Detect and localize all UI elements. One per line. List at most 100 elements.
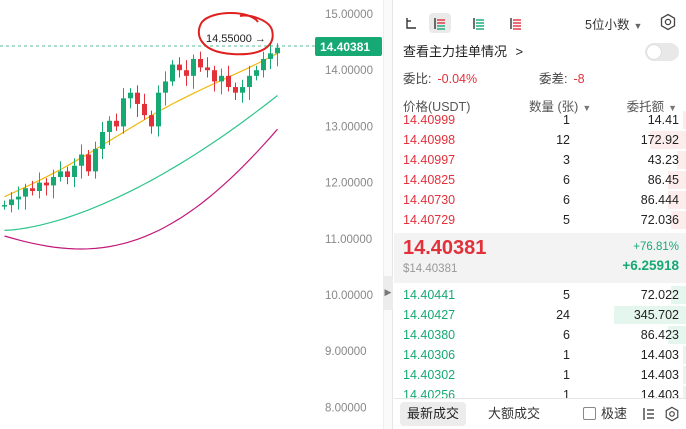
bid-qty: 1 — [563, 348, 570, 362]
toggle-knob — [647, 45, 661, 59]
ask-row[interactable]: 14.40729 5 72.036 — [394, 210, 686, 230]
quantity-header-text: 数量 (张) — [529, 100, 579, 114]
red-circle-annotation — [197, 12, 274, 56]
max-price-label: 14.55000 → — [206, 33, 266, 45]
bid-total: 14.403 — [640, 368, 679, 382]
bid-row[interactable]: 14.40380 6 86.423 — [394, 325, 686, 345]
bid-ask-ratio-row: 委比: -0.04% 委差: -8 — [403, 68, 679, 86]
order-book-both-icon[interactable] — [400, 13, 422, 33]
total-header-text: 委托额 — [626, 100, 665, 114]
depth-bar — [683, 346, 686, 364]
ask-qty: 3 — [563, 153, 570, 167]
tab-latest-trades[interactable]: 最新成交 — [400, 402, 467, 426]
bid-row[interactable]: 14.40427 24 345.702 — [394, 305, 686, 325]
tab-large-trades[interactable]: 大额成交 — [488, 406, 541, 421]
ask-row[interactable]: 14.40999 1 14.41 — [394, 110, 686, 130]
candle-body — [226, 75, 231, 88]
candle-body — [2, 205, 7, 207]
bid-qty: 1 — [563, 388, 570, 402]
bid-qty: 24 — [556, 308, 570, 322]
ask-row[interactable]: 14.40997 3 43.23 — [394, 150, 686, 170]
whale-orders-row[interactable]: 查看主力挂单情况 > — [403, 41, 679, 63]
ask-total: 172.92 — [640, 133, 679, 147]
candle-body — [30, 188, 35, 192]
decimal-precision-select[interactable]: 5位小数 ▼ — [585, 14, 642, 33]
last-price: 14.40381 — [403, 237, 487, 259]
candle-body — [240, 87, 245, 93]
ask-row[interactable]: 14.40730 6 86.444 — [394, 190, 686, 210]
ask-qty: 1 — [563, 113, 570, 127]
ask-row[interactable]: 14.40825 6 86.45 — [394, 170, 686, 190]
order-book-panel: 5位小数 ▼ 查看主力挂单情况 > 委比: -0.04% 委差: -8 价格(USDT… — [394, 0, 686, 429]
bid-row[interactable]: 14.40302 1 14.403 — [394, 365, 686, 385]
candle-body — [247, 75, 252, 88]
candle-body — [65, 171, 70, 177]
bid-qty: 6 — [563, 328, 570, 342]
kline-chart-canvas[interactable]: 15.00000 14.00000 13.00000 12.00000 11.00000… — [0, 0, 383, 429]
candlesticks — [2, 43, 280, 213]
bid-qty: 5 — [563, 288, 570, 302]
bid-row[interactable]: 14.40441 5 72.022 — [394, 285, 686, 305]
candle-body — [72, 165, 77, 177]
depth-bar — [614, 306, 686, 324]
order-book-toolbar: 5位小数 ▼ — [394, 9, 686, 37]
total-column-header[interactable]: 委托额 ▼ — [627, 96, 677, 115]
ask-qty: 5 — [563, 213, 570, 227]
candle-body — [121, 98, 126, 127]
hexagon-gear-icon[interactable] — [664, 406, 680, 422]
bid-price: 14.40441 — [403, 288, 456, 302]
quantity-column-header[interactable]: 数量 (张) ▼ — [529, 96, 591, 115]
kline-chart[interactable]: 15.00000 14.00000 13.00000 12.00000 11.00000… — [0, 0, 383, 429]
candle-body — [142, 103, 147, 116]
whale-orders-toggle[interactable] — [645, 43, 679, 61]
ask-row[interactable]: 14.40998 12 172.92 — [394, 130, 686, 150]
price-column-header: 价格(USDT) — [403, 100, 471, 114]
moving-average-lines — [4, 52, 278, 250]
y-axis-tick: 8.00000 — [325, 402, 367, 414]
ask-price: 14.40730 — [403, 193, 456, 207]
y-axis-tick: 14.00000 — [325, 65, 373, 77]
collapse-panel-handle[interactable]: ▶ — [383, 276, 393, 310]
order-book-bids-icon[interactable] — [468, 13, 490, 33]
candle-body — [16, 196, 21, 200]
last-price-box: 14.40381 $14.40381 +76.81% +6.25918 — [394, 233, 686, 283]
ask-price: 14.40998 — [403, 133, 456, 147]
bid-total: 14.403 — [640, 348, 679, 362]
decimal-precision-value: 5位小数 — [585, 18, 630, 32]
depth-bar — [671, 286, 686, 304]
caret-down-icon: ▼ — [582, 103, 592, 113]
ratio-label: 委比: — [403, 72, 432, 86]
candle-body — [149, 115, 154, 127]
ask-qty: 6 — [563, 173, 570, 187]
bid-qty: 1 — [563, 368, 570, 382]
order-book-combined-icon[interactable] — [429, 13, 451, 33]
y-axis-tick: 10.00000 — [325, 290, 373, 302]
ask-total: 72.036 — [640, 213, 679, 227]
hexagon-gear-icon[interactable] — [659, 13, 679, 33]
panel-divider — [383, 0, 393, 429]
depth-bar — [683, 386, 686, 404]
order-book-asks-icon[interactable] — [505, 13, 527, 33]
y-axis-tick: 15.00000 — [325, 9, 373, 21]
depth-bar — [668, 191, 686, 209]
candle-body — [268, 53, 273, 59]
candle-body — [163, 81, 168, 93]
candle-body — [44, 182, 49, 186]
speed-mode-checkbox[interactable] — [583, 407, 596, 420]
whale-orders-label: 查看主力挂单情况 — [403, 44, 508, 59]
candle-body — [184, 70, 189, 76]
ask-price: 14.40997 — [403, 153, 456, 167]
chevron-right-icon: ▶ — [384, 288, 392, 298]
candle-body — [261, 58, 266, 71]
candle-body — [86, 154, 91, 172]
ma-short-line — [4, 52, 278, 198]
candle-body — [177, 64, 182, 71]
current-price-tag-text: 14.40381 — [320, 40, 370, 54]
candle-body — [79, 154, 84, 166]
bid-row[interactable]: 14.40306 1 14.403 — [394, 345, 686, 365]
order-layout-icon[interactable] — [641, 406, 657, 422]
bid-price: 14.40380 — [403, 328, 456, 342]
candle-body — [205, 67, 210, 71]
candle-body — [128, 92, 133, 99]
ask-total: 86.444 — [640, 193, 679, 207]
